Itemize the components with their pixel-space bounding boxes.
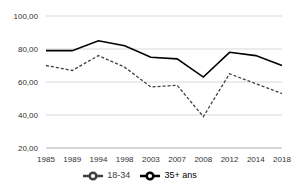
svg-text:2008: 2008 — [194, 155, 212, 164]
svg-text:80,00: 80,00 — [18, 45, 39, 54]
svg-text:2012: 2012 — [221, 155, 239, 164]
svg-text:1985: 1985 — [37, 155, 55, 164]
svg-text:2003: 2003 — [142, 155, 160, 164]
html-text:18-34: 18-34 — [107, 170, 131, 181]
svg-text:1998: 1998 — [116, 155, 134, 164]
svg-text:1994: 1994 — [90, 155, 108, 164]
svg-text:1989: 1989 — [63, 155, 81, 164]
svg-text:100,00: 100,00 — [14, 12, 39, 21]
svg-text:20,00: 20,00 — [18, 144, 39, 153]
svg-text:40,00: 40,00 — [18, 111, 39, 120]
html-text:35+ ans: 35+ ans — [164, 170, 197, 181]
svg-text:2018: 2018 — [273, 155, 291, 164]
svg-text:2014: 2014 — [247, 155, 265, 164]
svg-text:60,00: 60,00 — [18, 78, 39, 87]
svg-text:2007: 2007 — [168, 155, 186, 164]
